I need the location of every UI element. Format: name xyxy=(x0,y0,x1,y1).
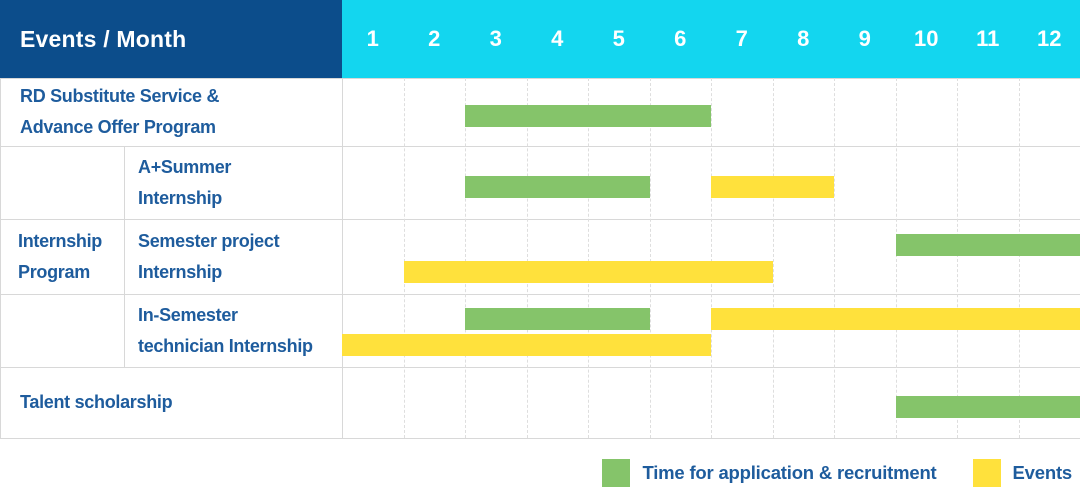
month-gridline xyxy=(465,78,466,438)
row-border xyxy=(0,438,1080,439)
row-border xyxy=(0,219,1080,220)
table-header-cell: Events / Month xyxy=(0,0,342,78)
month-header-cell: 11 xyxy=(976,26,1000,51)
month-gridline xyxy=(834,78,835,438)
gantt-bar-recruitment xyxy=(465,175,650,198)
row-label-line: A+Summer xyxy=(138,156,232,177)
row-label-line: technician Internship xyxy=(138,335,313,356)
month-gridline xyxy=(526,78,528,438)
group-label-internship-program: Internship Program xyxy=(0,146,124,367)
events-month-header-label: Events / Month xyxy=(20,25,187,52)
chart-legend: Time for application & recruitment Event… xyxy=(602,459,1072,487)
month-header-cell: 9 xyxy=(858,26,871,51)
table-left-border xyxy=(0,78,1,438)
gantt-bar-recruitment xyxy=(465,308,650,331)
gantt-bar-event xyxy=(342,334,711,357)
month-gridline xyxy=(957,78,958,438)
month-gridline xyxy=(895,78,897,438)
legend-swatch-events-yellow xyxy=(972,459,1001,487)
month-header-cell: 2 xyxy=(428,26,441,51)
row-label-line: RD Substitute Service & xyxy=(20,86,220,106)
month-gridline xyxy=(649,78,651,438)
month-gridline xyxy=(588,78,589,438)
month-header-cell: 7 xyxy=(735,26,748,51)
month-gridline xyxy=(772,78,774,438)
row-border xyxy=(0,78,1080,79)
gantt-bar-recruitment xyxy=(895,395,1080,418)
row-border xyxy=(0,367,1080,368)
row-label-rd-substitute: RD Substitute Service & Advance Offer Pro… xyxy=(0,78,342,146)
row-label-line: Semester project xyxy=(138,230,280,251)
row-label-a-plus-summer: A+Summer Internship xyxy=(124,146,342,219)
legend-label-events: Events xyxy=(1012,462,1073,483)
month-gridline xyxy=(1018,78,1020,438)
row-label-in-semester-technician: In-Semester technician Internship xyxy=(124,294,342,367)
legend-swatch-recruitment-green xyxy=(602,459,631,487)
month-gridline xyxy=(711,78,712,438)
row-label-line: Internship xyxy=(18,230,103,251)
gantt-bar-event xyxy=(711,175,834,198)
legend-label-recruitment: Time for application & recruitment xyxy=(642,462,937,483)
month-header-cell: 6 xyxy=(674,26,687,51)
month-header-cell: 8 xyxy=(797,26,810,51)
gantt-bar-event xyxy=(403,260,773,283)
month-header-cell: 5 xyxy=(612,26,625,51)
row-label-line: Internship xyxy=(138,187,223,208)
group-sublabel-divider xyxy=(124,146,125,367)
row-label-line: Advance Offer Program xyxy=(20,117,216,137)
label-chart-divider xyxy=(342,78,343,438)
month-header-cell: 1 xyxy=(366,26,379,51)
month-header-row: 1 2 3 4 5 6 7 8 9 10 11 12 xyxy=(342,0,1080,78)
month-header-cell: 3 xyxy=(489,26,502,51)
gantt-bar-recruitment xyxy=(895,233,1080,256)
row-border xyxy=(0,294,1080,295)
gantt-bar-recruitment xyxy=(465,105,711,128)
row-label-line: Talent scholarship xyxy=(20,392,173,412)
gantt-bar-event xyxy=(711,308,1080,331)
row-label-semester-project: Semester project Internship xyxy=(124,219,342,294)
row-label-talent-scholarship: Talent scholarship xyxy=(0,367,342,438)
row-label-line: Program xyxy=(18,261,90,282)
month-gridline xyxy=(403,78,405,438)
month-header-cell: 12 xyxy=(1037,26,1062,51)
row-label-line: Internship xyxy=(138,261,223,282)
month-header-cell: 4 xyxy=(551,26,564,51)
month-header-cell: 10 xyxy=(914,26,939,51)
row-label-line: In-Semester xyxy=(138,304,238,325)
row-border xyxy=(0,146,1080,147)
